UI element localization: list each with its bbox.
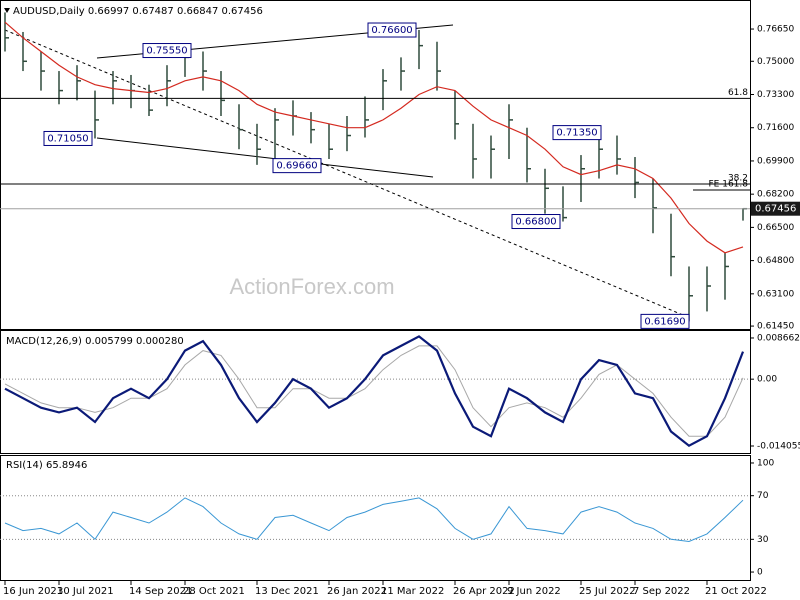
annotation-box	[552, 125, 602, 141]
annotation-label: 0.71050	[47, 133, 88, 144]
annotation-box	[367, 22, 417, 38]
rsi-line	[4, 497, 744, 543]
annotation-box	[640, 313, 690, 329]
y-tick-label: 70	[757, 491, 769, 501]
level-label: 61.8	[728, 88, 748, 98]
annotation-box	[272, 158, 322, 174]
last-price-tag	[751, 201, 800, 216]
rsi-title: RSI(14) 65.8946	[6, 460, 87, 471]
y-tick-label: 30	[757, 535, 769, 545]
x-tick-label: 25 Jul 2022	[579, 586, 636, 597]
trend-line	[96, 137, 434, 178]
level-label: FE 161.8	[709, 180, 749, 190]
level-label: 38.2	[728, 174, 748, 184]
menu-icon[interactable]	[4, 8, 10, 13]
annotation-label: 0.71350	[556, 128, 597, 139]
annotation-label: 0.76600	[371, 25, 412, 36]
macd-line	[4, 345, 744, 437]
y-tick-label: 0.008662	[757, 333, 800, 343]
x-tick-label: 11 Mar 2022	[381, 586, 444, 597]
moving-average	[4, 21, 744, 254]
price-title: AUDUSD,Daily 0.66997 0.67487 0.66847 0.6…	[13, 6, 263, 17]
y-tick-label: 0.73300	[757, 90, 794, 100]
y-tick-label: 0.76650	[757, 25, 794, 35]
y-tick-label: 0.00	[757, 375, 777, 385]
last-price-label: 0.67456	[755, 204, 796, 215]
x-tick-label: 30 Jul 2021	[57, 586, 114, 597]
y-tick-label: 0.66500	[757, 223, 794, 233]
x-tick-label: 14 Sep 2021	[129, 586, 192, 597]
y-tick-label: 0.71600	[757, 123, 794, 133]
x-tick-label: 21 Oct 2022	[705, 586, 767, 597]
price-panel	[0, 0, 751, 330]
annotation-label: 0.66800	[515, 217, 556, 228]
x-tick-label: 28 Oct 2021	[183, 586, 245, 597]
y-tick-label: 0.61450	[757, 322, 794, 332]
y-tick-label: -0.014055	[757, 441, 800, 451]
annotation-label: 0.75550	[146, 46, 187, 57]
y-tick-label: 0.75000	[757, 57, 794, 67]
y-tick-label: 0.63100	[757, 289, 794, 299]
watermark: ActionForex.com	[229, 274, 394, 299]
annotation-box	[43, 130, 93, 146]
x-tick-label: 13 Dec 2021	[255, 586, 319, 597]
rsi-panel	[0, 455, 751, 581]
macd-panel	[0, 330, 751, 454]
y-tick-label: 0.69900	[757, 156, 794, 166]
y-tick-label: 0.68200	[757, 190, 794, 200]
annotation-label: 0.69660	[276, 161, 317, 172]
annotation-box	[142, 43, 192, 59]
annotation-label: 0.61690	[644, 316, 685, 327]
x-tick-label: 9 Jun 2022	[507, 586, 561, 597]
x-tick-label: 26 Apr 2022	[453, 586, 515, 597]
macd-line	[4, 335, 745, 448]
y-tick-label: 0	[757, 568, 763, 578]
x-tick-label: 16 Jun 2021	[3, 586, 63, 597]
annotation-box	[511, 214, 561, 230]
y-tick-label: 0.64800	[757, 256, 794, 266]
x-tick-label: 7 Sep 2022	[633, 586, 690, 597]
macd-title: MACD(12,26,9) 0.005799 0.000280	[6, 336, 184, 347]
x-tick-label: 26 Jan 2022	[327, 586, 387, 597]
y-tick-label: 100	[757, 458, 774, 468]
trend-line	[4, 29, 691, 319]
